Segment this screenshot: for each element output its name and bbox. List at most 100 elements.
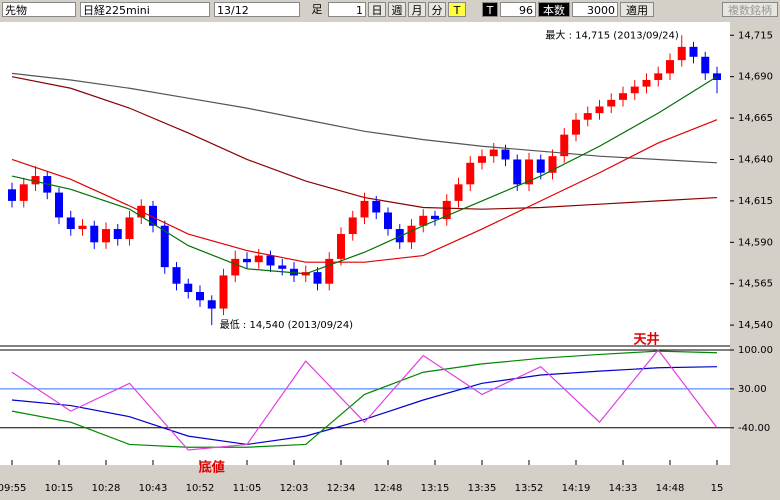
candle-body (489, 149, 498, 157)
y-tick-label: 14,540 (738, 320, 773, 331)
x-tick-label: 09:55 (0, 483, 26, 494)
candle-body (525, 159, 533, 185)
t-label: T (482, 2, 498, 17)
minute-button[interactable]: 分 (428, 2, 446, 17)
candle-body (78, 225, 87, 230)
candle-body (536, 159, 545, 173)
count-value[interactable]: 3000 (572, 2, 618, 17)
candle-body (501, 149, 510, 160)
candle-body (196, 291, 204, 301)
symbol-select[interactable]: 日経225mini (80, 2, 210, 17)
candle-body (31, 176, 40, 185)
chart: 14,715 14,690 14,665 14,640 14,615 14,590 14,5… (0, 22, 773, 494)
candle-body (207, 300, 216, 309)
y-tick-label: 30.00 (738, 384, 767, 395)
candle-body (454, 184, 463, 201)
candle-body (689, 46, 698, 57)
annotation: 底値 (199, 460, 225, 476)
x-tick-label: 14:19 (562, 483, 591, 494)
candle-body (243, 258, 251, 263)
candle-body (55, 192, 63, 218)
x-tick-label: 10:28 (92, 483, 121, 494)
x-tick-label: 15 (711, 483, 724, 494)
candle-body (231, 258, 240, 276)
candle-body (149, 205, 157, 226)
candle-body (313, 272, 322, 284)
annotation: 天井 (633, 332, 659, 348)
candle-body (666, 60, 674, 74)
candle-body (19, 184, 28, 201)
market-select[interactable]: 先物 (2, 2, 76, 17)
x-tick-label: 13:52 (515, 483, 544, 494)
x-tick-label: 12:48 (374, 483, 403, 494)
indicator-line (11, 76, 718, 275)
candle-body (90, 225, 99, 243)
indicator-line (11, 366, 718, 446)
candle-body (125, 217, 134, 239)
x-tick-label: 13:35 (468, 483, 497, 494)
candle-body (654, 73, 663, 80)
y-tick-label: 100.00 (738, 345, 773, 356)
day-button[interactable]: 日 (368, 2, 386, 17)
candle-body (219, 275, 228, 309)
indicator-line (11, 72, 718, 164)
x-tick-label: 10:43 (139, 483, 168, 494)
multi-button[interactable]: 複数銘柄 (722, 2, 778, 17)
candle-body (254, 255, 263, 263)
contract-select[interactable]: 13/12 (214, 2, 300, 17)
month-button[interactable]: 月 (408, 2, 426, 17)
candle-body (66, 217, 75, 230)
x-tick-label: 10:52 (186, 483, 215, 494)
candle-body (642, 79, 651, 87)
candle-body (113, 229, 122, 239)
x-tick-label: 14:33 (609, 483, 638, 494)
candle-body (184, 283, 193, 292)
count-label: 本数 (538, 2, 570, 17)
candle-body (360, 200, 369, 218)
annotation: 最低 : 14,540 (2013/09/24) (220, 318, 353, 331)
candle-body (407, 225, 416, 243)
x-tick-label: 11:05 (233, 483, 262, 494)
candle-body (619, 93, 627, 100)
candle-body (8, 189, 16, 201)
candle-body (102, 229, 110, 243)
x-tick-label: 12:03 (280, 483, 309, 494)
candle-body (395, 229, 404, 243)
week-button[interactable]: 週 (388, 2, 406, 17)
candle-body (172, 267, 181, 284)
indicator-line (11, 76, 718, 210)
x-tick-label: 13:15 (421, 483, 450, 494)
candle-body (337, 234, 345, 259)
y-tick-label: 14,690 (738, 72, 773, 83)
apply-button[interactable]: 適用 (620, 2, 654, 17)
candle-body (560, 134, 569, 157)
x-tick-label: 14:48 (656, 483, 685, 494)
candle-body (572, 119, 580, 135)
candle-body (701, 56, 710, 74)
candle-body (266, 255, 275, 266)
t-value[interactable]: 96 (500, 2, 536, 17)
y-tick-label: 14,665 (738, 113, 773, 124)
candle-body (290, 268, 298, 276)
x-tick-label: 10:15 (45, 483, 74, 494)
candle-body (160, 225, 169, 268)
candle-body (677, 46, 686, 61)
candle-body (442, 200, 451, 220)
y-tick-label: 14,715 (738, 30, 773, 41)
tick-button[interactable]: T (448, 2, 466, 17)
candle-body (607, 99, 616, 107)
y-tick-label: 14,590 (738, 237, 773, 248)
bar-label: 足 (311, 3, 323, 16)
candle-body (466, 162, 475, 185)
y-tick-label: 14,640 (738, 154, 773, 165)
candle-body (630, 86, 639, 94)
annotation: 最大 : 14,715 (2013/09/24) (545, 28, 678, 41)
indicator-line (11, 350, 718, 448)
bar-size[interactable]: 1 (328, 2, 366, 17)
candle-body (431, 215, 439, 220)
x-tick-label: 12:34 (327, 483, 356, 494)
candle-body (384, 212, 392, 230)
candle-body (348, 217, 357, 235)
toolbar: 先物 日経225mini 13/12 足 1 日 週 月 分 T T 96 本数… (0, 0, 780, 20)
